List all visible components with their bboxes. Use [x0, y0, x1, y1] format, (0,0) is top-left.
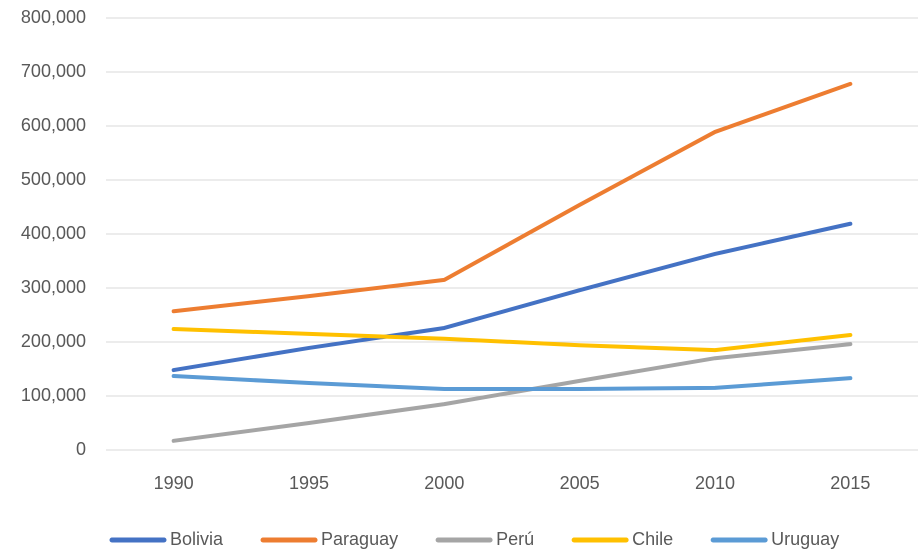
series-line: [171, 81, 853, 314]
y-tick-label: 600,000: [21, 115, 86, 135]
y-tick-label: 700,000: [21, 61, 86, 81]
x-tick-label: 1990: [154, 473, 194, 493]
y-tick-label: 100,000: [21, 385, 86, 405]
series-line: [171, 327, 853, 353]
x-tick-label: 2010: [695, 473, 735, 493]
legend-label: Uruguay: [771, 529, 839, 549]
legend-label: Perú: [496, 529, 534, 549]
y-tick-label: 800,000: [21, 7, 86, 27]
y-tick-label: 200,000: [21, 331, 86, 351]
x-tick-label: 2000: [424, 473, 464, 493]
legend-label: Bolivia: [170, 529, 224, 549]
x-tick-label: 2015: [830, 473, 870, 493]
y-tick-label: 300,000: [21, 277, 86, 297]
series-line: [171, 221, 853, 373]
series-line: [171, 342, 853, 443]
legend-label: Chile: [632, 529, 673, 549]
series-line: [171, 374, 853, 391]
y-tick-label: 400,000: [21, 223, 86, 243]
x-tick-label: 2005: [560, 473, 600, 493]
y-tick-label: 0: [76, 439, 86, 459]
x-tick-label: 1995: [289, 473, 329, 493]
y-tick-label: 500,000: [21, 169, 86, 189]
legend-label: Paraguay: [321, 529, 398, 549]
